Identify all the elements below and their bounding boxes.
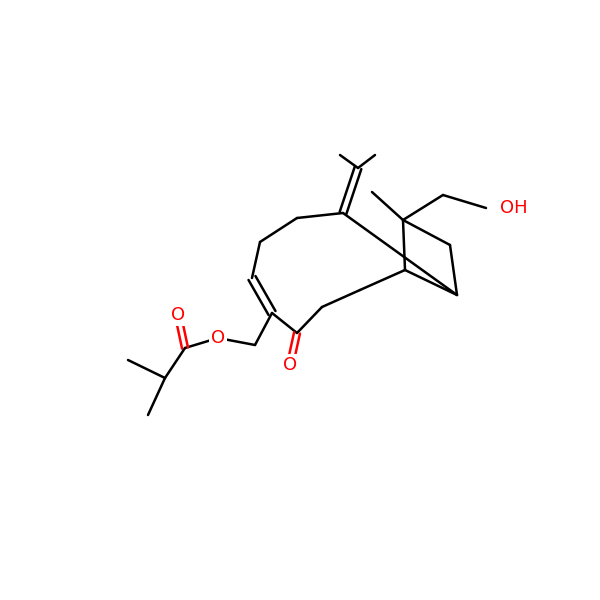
- Text: O: O: [171, 306, 185, 324]
- Text: O: O: [283, 356, 297, 374]
- Text: OH: OH: [500, 199, 527, 217]
- Text: O: O: [211, 329, 225, 347]
